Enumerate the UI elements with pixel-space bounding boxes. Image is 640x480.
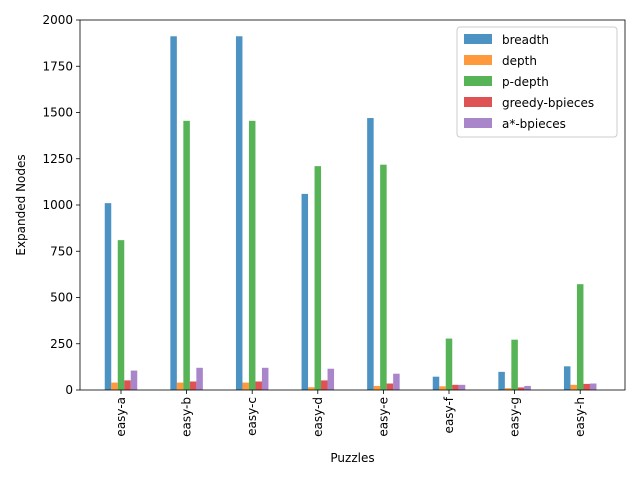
legend: breadth depth p-depth greedy-bpieces a*-bpie…	[456, 26, 618, 138]
x-axis-label: Puzzles	[330, 451, 374, 465]
x-tick-label: easy-e	[376, 397, 390, 437]
legend-swatch-a*-bpieces	[464, 118, 492, 128]
y-tick-label: 1750	[42, 59, 73, 73]
bar-a*-bpieces-easy-f	[458, 384, 466, 390]
x-axis-ticks: easy-a easy-b easy-c easy-d easy-e easy-f easy…	[114, 390, 587, 437]
bar-p-depth-easy-h	[576, 284, 584, 390]
bar-breadth-easy-g	[498, 371, 505, 390]
bar-greedy-bpieces-easy-b	[189, 381, 197, 390]
bar-greedy-bpieces-easy-e	[386, 383, 394, 390]
bar-a*-bpieces-easy-e	[393, 373, 400, 390]
x-tick-label: easy-g	[508, 397, 522, 437]
y-tick-label: 250	[50, 337, 73, 351]
bar-depth-easy-h	[570, 384, 577, 390]
bar-breadth-easy-h	[563, 366, 571, 390]
bar-a*-bpieces-easy-h	[589, 383, 597, 390]
y-tick-label: 1000	[42, 198, 73, 212]
bar-a*-bpieces-easy-g	[524, 385, 531, 390]
x-tick-label: easy-h	[573, 397, 587, 437]
bar-breadth-easy-d	[301, 193, 309, 390]
bar-depth-easy-f	[439, 386, 446, 390]
legend-label-p-depth: p-depth	[502, 75, 549, 89]
bar-p-depth-easy-g	[511, 339, 518, 390]
y-tick-label: 1500	[42, 106, 73, 120]
bar-depth-easy-c	[242, 382, 249, 390]
legend-swatch-breadth	[464, 34, 492, 44]
bar-depth-easy-b	[176, 382, 184, 390]
x-tick-label: easy-c	[245, 397, 259, 436]
bar-p-depth-easy-e	[380, 164, 387, 390]
bar-depth-easy-a	[111, 382, 118, 390]
legend-label-greedy-bpieces: greedy-bpieces	[502, 96, 594, 110]
bar-breadth-easy-a	[104, 203, 112, 390]
y-tick-label: 0	[65, 383, 73, 397]
x-tick-label: easy-f	[442, 396, 456, 433]
bar-a*-bpieces-easy-b	[196, 367, 203, 390]
bar-a*-bpieces-easy-c	[261, 367, 269, 390]
bar-depth-easy-d	[308, 387, 315, 390]
bar-greedy-bpieces-easy-h	[583, 383, 590, 390]
legend-swatch-greedy-bpieces	[464, 97, 492, 107]
y-tick-label: 2000	[42, 13, 73, 27]
bar-greedy-bpieces-easy-f	[452, 384, 459, 390]
legend-swatch-depth	[464, 55, 492, 65]
bar-p-depth-easy-c	[248, 120, 256, 390]
bar-depth-easy-g	[504, 388, 512, 390]
x-tick-label: easy-b	[180, 397, 194, 437]
legend-label-depth: depth	[502, 54, 537, 68]
x-tick-label: easy-a	[114, 397, 128, 437]
legend-label-a*-bpieces: a*-bpieces	[502, 117, 566, 131]
x-tick-label: easy-d	[311, 397, 325, 437]
bar-breadth-easy-e	[367, 118, 374, 391]
bar-greedy-bpieces-easy-g	[517, 387, 525, 390]
bar-depth-easy-e	[373, 385, 381, 390]
y-axis-label: Expanded Nodes	[14, 154, 28, 255]
bars-layer	[104, 36, 597, 391]
bar-p-depth-easy-a	[117, 240, 125, 390]
bar-breadth-easy-b	[170, 36, 177, 390]
bar-breadth-easy-c	[235, 36, 243, 390]
y-tick-label: 750	[50, 244, 73, 258]
bar-p-depth-easy-d	[314, 166, 322, 390]
bar-greedy-bpieces-easy-a	[124, 380, 131, 390]
bar-greedy-bpieces-easy-c	[255, 381, 262, 390]
legend-label-breadth: breadth	[502, 33, 549, 47]
y-tick-label: 500	[50, 291, 73, 305]
y-tick-label: 1250	[42, 152, 73, 166]
legend-box	[456, 26, 618, 138]
bar-a*-bpieces-easy-d	[327, 368, 335, 390]
bar-p-depth-easy-b	[183, 120, 190, 390]
bar-greedy-bpieces-easy-d	[321, 380, 328, 390]
bar-p-depth-easy-f	[445, 338, 453, 390]
legend-swatch-p-depth	[464, 76, 492, 86]
bar-a*-bpieces-easy-a	[130, 370, 138, 390]
y-axis-ticks: 0 250 500 750 1000 1250 1500 1750 2000	[42, 13, 80, 397]
bar-breadth-easy-f	[432, 376, 440, 390]
